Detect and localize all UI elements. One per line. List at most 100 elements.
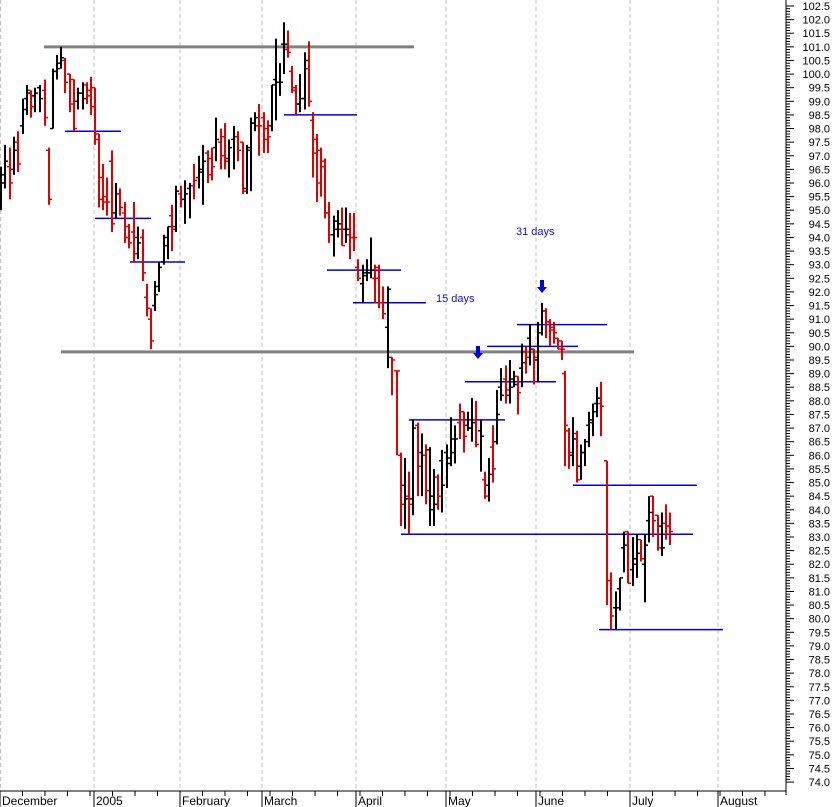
ohlc-bar xyxy=(494,389,500,445)
ohlc-bar xyxy=(310,112,316,178)
x-month-label: 2005 xyxy=(96,794,123,807)
ohlc-bar xyxy=(11,136,17,175)
ohlc-bar xyxy=(80,82,86,110)
ohlc-bar xyxy=(75,87,81,110)
ohlc-bar xyxy=(406,471,412,535)
ohlc-bar xyxy=(539,302,545,336)
ohlc-bar xyxy=(161,234,167,265)
y-tick-label: 92.0 xyxy=(809,287,830,299)
y-tick-label: 97.0 xyxy=(809,151,830,163)
annotation-label: 15 days xyxy=(436,293,475,305)
ohlc-bar xyxy=(191,163,197,200)
arrow-markers xyxy=(473,280,547,359)
ohlc-bar xyxy=(135,226,141,260)
ohlc-bar xyxy=(140,229,146,282)
ohlc-bar xyxy=(109,150,115,233)
ohlc-bar xyxy=(269,84,275,132)
y-tick-label: 91.5 xyxy=(809,301,830,313)
ohlc-bar xyxy=(642,534,648,603)
ohlc-bar xyxy=(604,459,610,606)
y-tick-label: 78.0 xyxy=(809,668,830,680)
y-tick-label: 90.5 xyxy=(809,328,830,340)
ohlc-bar xyxy=(646,496,652,543)
y-tick-label: 86.0 xyxy=(809,450,830,462)
ohlc-bar xyxy=(634,534,640,578)
ohlc-bar xyxy=(617,577,623,611)
ohlc-bar xyxy=(293,84,299,115)
ohlc-bar xyxy=(148,308,154,350)
y-tick-label: 81.5 xyxy=(809,573,830,585)
ohlc-bar xyxy=(582,438,588,467)
ohlc-bar xyxy=(389,356,395,396)
x-month-label: February xyxy=(182,794,230,807)
ohlc-bar xyxy=(351,212,357,252)
ohlc-bar xyxy=(248,117,254,192)
ohlc-bar xyxy=(469,398,475,442)
y-tick-label: 87.0 xyxy=(809,423,830,435)
ohlc-bar xyxy=(402,458,408,529)
y-tick-label: 99.0 xyxy=(809,96,830,108)
ohlc-bar xyxy=(415,422,421,497)
x-month-label: May xyxy=(448,794,471,807)
ohlc-bar xyxy=(478,419,484,472)
y-tick-label: 82.5 xyxy=(809,546,830,558)
ohlc-bar xyxy=(531,348,537,385)
y-tick-label: 90.0 xyxy=(809,341,830,353)
down-arrow-icon xyxy=(473,346,483,359)
month-gridlines xyxy=(0,0,719,791)
ohlc-bar xyxy=(200,144,206,205)
ohlc-bar xyxy=(187,182,193,219)
ohlc-bar xyxy=(235,131,241,162)
x-month-label: December xyxy=(2,794,57,807)
y-tick-label: 89.0 xyxy=(809,369,830,381)
ohlc-bar xyxy=(519,343,525,388)
ohlc-bar xyxy=(543,308,549,339)
ohlc-bar xyxy=(562,370,568,467)
y-tick-label: 79.0 xyxy=(809,641,830,653)
y-tick-label: 91.0 xyxy=(809,314,830,326)
y-tick-label: 75.0 xyxy=(809,750,830,762)
ohlc-bar xyxy=(196,155,202,189)
y-tick-label: 98.0 xyxy=(809,124,830,136)
ohlc-bar xyxy=(326,202,332,243)
ohlc-bar xyxy=(473,400,479,448)
ohlc-bar xyxy=(322,158,328,219)
ohlc-bar xyxy=(650,495,656,537)
ohlc-bar xyxy=(507,359,513,404)
ohlc-bar xyxy=(165,225,171,260)
ohlc-bar xyxy=(265,120,271,154)
ohlc-bar xyxy=(360,264,366,303)
y-tick-label: 100.0 xyxy=(802,69,830,81)
ohlc-bar xyxy=(218,128,224,170)
ohlc-bar xyxy=(314,133,320,203)
ohlc-bar xyxy=(667,512,673,546)
y-tick-label: 102.5 xyxy=(802,1,830,13)
ohlc-bar xyxy=(339,207,345,247)
annotation-label: 31 days xyxy=(516,226,555,238)
ohlc-bar xyxy=(423,444,429,505)
ohlc-bar xyxy=(256,104,262,156)
ohlc-bar xyxy=(205,150,211,183)
ohlc-bar xyxy=(156,261,162,292)
y-tick-label: 88.0 xyxy=(809,396,830,408)
ohlc-bar xyxy=(58,46,64,69)
x-month-label: July xyxy=(632,794,653,807)
ohlc-bar xyxy=(46,147,52,205)
ohlc-bar xyxy=(96,133,102,208)
y-tick-label: 93.0 xyxy=(809,260,830,272)
ohlc-bar xyxy=(385,286,391,369)
x-axis: December 2005 February March April May June Jul… xyxy=(0,790,786,807)
y-tick-label: 75.5 xyxy=(809,736,830,748)
support-lines xyxy=(44,45,634,354)
ohlc-bars xyxy=(0,22,673,630)
y-tick-label: 77.5 xyxy=(809,682,830,694)
y-tick-label: 85.5 xyxy=(809,464,830,476)
ohlc-bar xyxy=(84,82,90,105)
ohlc-bar xyxy=(126,223,132,249)
ohlc-bar xyxy=(0,166,4,211)
y-tick-label: 76.5 xyxy=(809,709,830,721)
ohlc-bar xyxy=(67,73,73,113)
ohlc-bar xyxy=(152,281,158,311)
y-tick-label: 77.0 xyxy=(809,695,830,707)
ohlc-bar xyxy=(15,131,21,173)
